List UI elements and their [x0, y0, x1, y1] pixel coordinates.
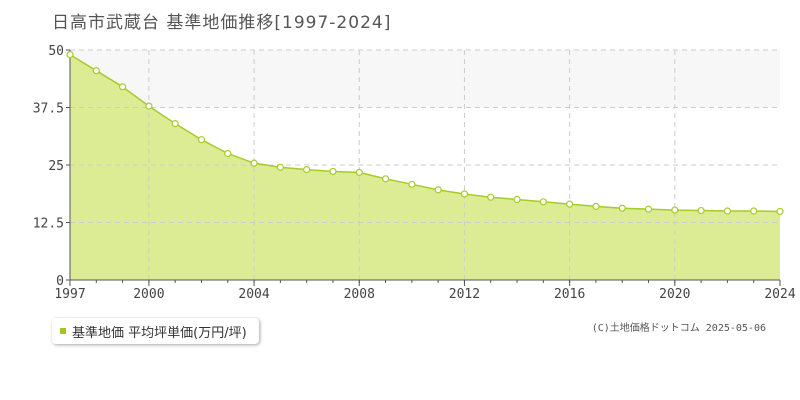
data-point — [408, 180, 416, 188]
series-line-path — [69, 53, 781, 213]
area-fill — [70, 54, 780, 280]
data-point — [197, 136, 206, 144]
legend-swatch — [60, 328, 66, 334]
series-line — [69, 53, 781, 213]
data-point — [224, 149, 232, 158]
data-point — [92, 67, 100, 75]
data-point — [644, 205, 653, 213]
credit-text: (C)土地価格ドットコム 2025-05-06 — [591, 323, 766, 334]
data-point — [250, 159, 258, 167]
area-series — [70, 54, 780, 280]
y-tick-label: 12.5 — [33, 217, 64, 232]
data-point — [118, 83, 127, 91]
y-tick-label: 25 — [48, 159, 64, 174]
x-tick-label: 2008 — [344, 287, 375, 302]
plot-band-upper — [70, 50, 780, 108]
data-point — [329, 167, 337, 176]
data-point — [776, 207, 784, 216]
data-point — [303, 166, 311, 174]
x-tick-label: 2000 — [133, 287, 164, 302]
data-point — [487, 193, 495, 201]
legend: 基準地価 平均坪単価(万円/坪) — [52, 318, 259, 344]
y-tick-labels: 0 12.5 25 37.5 50 — [33, 44, 64, 289]
axes — [66, 49, 781, 286]
data-point — [381, 175, 390, 183]
y-tick-label: 50 — [48, 44, 64, 59]
y-tick-label: 0 — [56, 274, 64, 289]
data-point — [460, 190, 469, 198]
data-point — [539, 198, 547, 206]
data-point — [618, 204, 626, 212]
x-tick-label: 2016 — [554, 287, 585, 302]
data-point — [592, 202, 600, 210]
data-points — [66, 50, 784, 216]
x-tick-label: 2020 — [659, 287, 690, 302]
data-point — [145, 102, 153, 110]
data-point — [513, 195, 521, 204]
data-point — [276, 163, 284, 171]
plot-band — [70, 50, 780, 108]
y-tick-label: 37.5 — [33, 102, 64, 117]
data-point — [434, 186, 442, 194]
data-point — [697, 206, 705, 215]
legend-label: 基準地価 平均坪単価(万円/坪) — [72, 325, 247, 341]
chart-title: 日高市武蔵台 基準地価推移[1997-2024] — [52, 13, 392, 33]
data-point — [671, 206, 679, 214]
data-point — [171, 119, 179, 128]
gridlines — [70, 49, 780, 280]
x-tick-label: 2012 — [449, 287, 480, 302]
x-tick-label: 2024 — [764, 287, 795, 302]
data-point — [355, 168, 363, 176]
data-point — [566, 200, 574, 208]
x-tick-label: 2004 — [238, 287, 269, 302]
data-point — [723, 207, 732, 215]
data-point — [750, 207, 758, 215]
x-tick-label: 1997 — [54, 287, 85, 302]
data-point — [66, 50, 74, 59]
x-tick-labels: 1997 2000 2004 2008 2012 2016 2020 2024 — [54, 287, 795, 302]
